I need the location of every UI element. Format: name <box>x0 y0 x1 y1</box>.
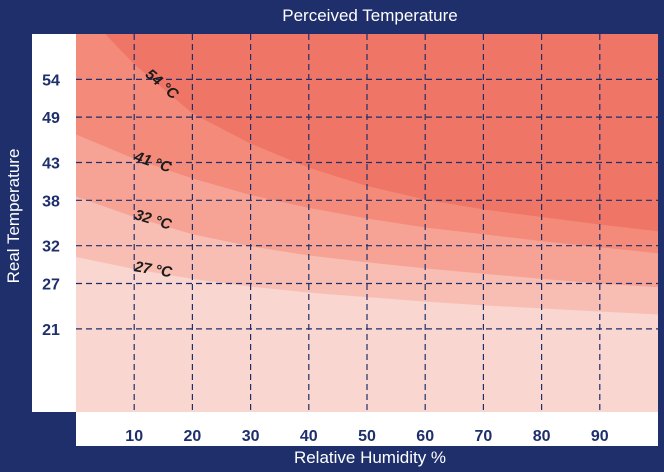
y-axis-panel <box>32 34 76 412</box>
x-tick-80: 80 <box>533 428 551 445</box>
band-54-c <box>76 34 658 232</box>
y-tick-21: 21 <box>42 322 60 339</box>
y-tick-32: 32 <box>42 239 60 256</box>
x-tick-70: 70 <box>475 428 493 445</box>
x-axis-panel <box>76 412 658 446</box>
x-tick-10: 10 <box>125 428 143 445</box>
x-tick-60: 60 <box>416 428 434 445</box>
chart-title: Perceived Temperature <box>282 6 458 25</box>
y-tick-49: 49 <box>42 110 60 127</box>
plot-area: 27 °C32 °C41 °C54 °C <box>76 34 658 412</box>
y-tick-27: 27 <box>42 276 60 293</box>
y-ticks: 21 27 32 38 43 49 54 <box>42 72 60 338</box>
y-tick-43: 43 <box>42 156 60 173</box>
x-tick-30: 30 <box>242 428 260 445</box>
x-ticks: 10 20 30 40 50 60 70 80 90 <box>125 428 608 445</box>
x-tick-20: 20 <box>184 428 202 445</box>
y-tick-54: 54 <box>42 72 60 89</box>
x-tick-50: 50 <box>358 428 376 445</box>
x-axis-label: Relative Humidity % <box>293 448 447 467</box>
x-tick-40: 40 <box>300 428 318 445</box>
grid-lines <box>76 34 658 412</box>
x-tick-90: 90 <box>591 428 609 445</box>
curve-label-27-c: 27 °C <box>132 258 174 281</box>
y-tick-38: 38 <box>42 193 60 210</box>
